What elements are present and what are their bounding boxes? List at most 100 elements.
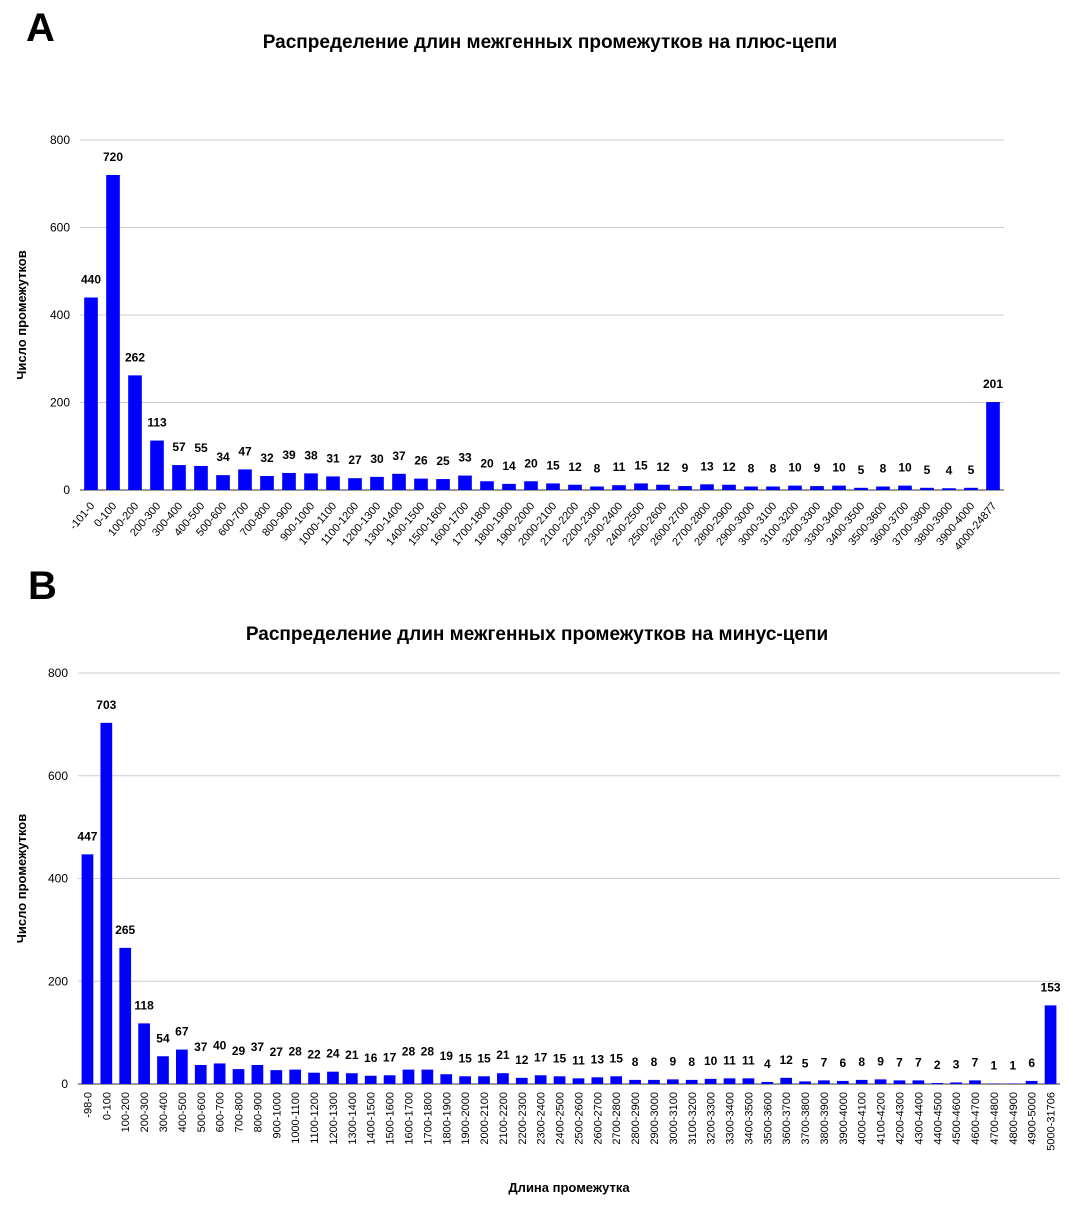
chart-1-bar-19 [502, 483, 516, 490]
chart-2-bar-45 [931, 1082, 944, 1084]
chart-1-value-label-0: 440 [81, 273, 101, 287]
chart-2-bar-31 [667, 1079, 679, 1084]
chart-2-bar-21 [478, 1076, 490, 1084]
chart-2-xtick-37: 3600-3700 [781, 1092, 793, 1145]
chart-2-value-label-36: 4 [764, 1057, 771, 1071]
chart-1-value-label-22: 12 [568, 460, 582, 474]
chart-2-bar-29 [629, 1079, 641, 1084]
chart-2-xtick-6: 500-600 [196, 1092, 208, 1132]
chart-2-bar-39 [818, 1080, 830, 1084]
chart-1-bar-38 [920, 487, 934, 490]
chart-2-xtick-11: 1000-1100 [290, 1092, 302, 1144]
chart-2-bar-18 [421, 1069, 434, 1084]
chart-2-xtick-41: 4000-4100 [857, 1092, 869, 1145]
chart-2-bar-41 [855, 1079, 868, 1084]
chart-1-bar-34 [832, 485, 846, 490]
chart-2-xtick-9: 800-900 [252, 1092, 264, 1132]
chart-2-bar-15 [364, 1075, 377, 1084]
chart-1-bar-14 [392, 473, 406, 490]
chart-1-ytick-800: 800 [50, 133, 70, 147]
chart-1-bar-13 [370, 476, 384, 490]
chart-2-value-label-9: 37 [251, 1040, 265, 1054]
chart-2-value-label-50: 6 [1028, 1056, 1035, 1070]
chart-2-xtick-21: 2000-2100 [479, 1092, 491, 1145]
chart-2-xtick-39: 3800-3900 [819, 1092, 831, 1145]
chart-1-value-label-24: 11 [613, 460, 626, 474]
chart-2-xtick-3: 200-300 [139, 1092, 151, 1132]
chart-1-ytick-600: 600 [50, 221, 70, 235]
chart-1-bar-11 [326, 476, 340, 490]
chart-1-value-label-31: 8 [770, 462, 777, 476]
chart-2-value-label-8: 29 [232, 1044, 246, 1058]
chart-1-value-label-7: 47 [238, 444, 252, 458]
chart-1-title: Распределение длин межгенных промежутков… [263, 32, 837, 53]
chart-2-bar-1 [100, 722, 113, 1084]
chart-1-bar-7 [238, 469, 252, 490]
chart-1-bar-9 [282, 472, 296, 490]
chart-2-bar-23 [515, 1077, 528, 1084]
chart-2-value-label-45: 2 [934, 1058, 941, 1072]
chart-2-xtick-25: 2400-2500 [555, 1092, 567, 1145]
chart-2-bar-0 [81, 854, 94, 1084]
chart-2-bar-19 [440, 1074, 453, 1084]
chart-2-value-label-32: 8 [688, 1055, 695, 1069]
chart-2-value-label-35: 11 [742, 1053, 755, 1067]
chart-2-value-label-29: 8 [632, 1055, 639, 1069]
chart-2-xtick-47: 4600-4700 [970, 1092, 982, 1145]
chart-1-value-label-37: 10 [898, 461, 912, 475]
chart-1-bar-25 [634, 483, 648, 490]
chart-2-bar-47 [969, 1080, 981, 1084]
chart-1-value-label-4: 57 [172, 440, 186, 454]
chart-2-value-label-2: 265 [115, 923, 135, 937]
chart-1-bar-36 [876, 486, 890, 490]
chart-2-value-label-42: 9 [877, 1054, 884, 1068]
chart-2-bar-12 [308, 1072, 320, 1084]
chart-1-bar-1 [106, 175, 120, 490]
chart-1-bar-12 [348, 478, 362, 490]
chart-2-value-label-20: 15 [458, 1051, 472, 1065]
chart-1-bar-15 [414, 478, 428, 490]
chart-2-value-label-34: 11 [723, 1053, 736, 1067]
chart-2-bar-8 [232, 1069, 245, 1084]
chart-1-value-label-23: 8 [594, 462, 601, 476]
chart-2-bar-44 [912, 1080, 925, 1084]
chart-1-value-label-18: 20 [480, 456, 494, 470]
chart-2-value-label-1: 703 [96, 698, 116, 712]
chart-2-xtick-7: 600-700 [215, 1092, 227, 1132]
chart-2-title: Распределение длин межгенных промежутков… [246, 624, 828, 645]
chart-2-value-label-10: 27 [270, 1045, 284, 1059]
chart-2-xtick-20: 1900-2000 [460, 1092, 472, 1145]
chart-1-bar-30 [744, 486, 758, 490]
chart-2-bar-11 [289, 1069, 302, 1084]
chart-2-xtick-48: 4700-4800 [989, 1092, 1001, 1145]
chart-2-xlabel: Длина промежутка [508, 1180, 630, 1195]
chart-2-bar-51 [1044, 1005, 1057, 1084]
chart-2-value-label-47: 7 [972, 1055, 979, 1069]
chart-2-bar-33 [704, 1078, 717, 1084]
chart-2-bar-2 [119, 947, 132, 1084]
chart-2-value-label-33: 10 [704, 1054, 718, 1068]
chart-1-value-label-15: 26 [414, 454, 428, 468]
chart-1-value-label-21: 15 [546, 458, 560, 472]
chart-2-xtick-42: 4100-4200 [876, 1092, 888, 1145]
chart-2-value-label-44: 7 [915, 1055, 922, 1069]
chart-2-value-label-0: 447 [77, 829, 97, 843]
chart-2-bar-50 [1025, 1080, 1038, 1084]
chart-2-bar-28 [610, 1076, 623, 1084]
chart-1-value-label-17: 33 [458, 451, 472, 465]
chart-2-xtick-43: 4200-4300 [894, 1092, 906, 1145]
chart-2-bar-24 [534, 1075, 547, 1084]
chart-2-bar-14 [345, 1073, 358, 1084]
chart-2-value-label-41: 8 [858, 1055, 865, 1069]
chart-1-ytick-400: 400 [50, 308, 70, 322]
chart-2-bar-34 [723, 1078, 736, 1084]
chart-2-value-label-14: 21 [345, 1048, 359, 1062]
chart-2-value-label-22: 21 [496, 1048, 510, 1062]
chart-1-bar-41 [986, 402, 1000, 490]
chart-2-value-label-3: 118 [134, 998, 154, 1012]
chart-2-xtick-34: 3300-3400 [725, 1092, 737, 1145]
chart-2-value-label-39: 7 [821, 1055, 828, 1069]
chart-2-xtick-49: 4800-4900 [1008, 1092, 1020, 1145]
chart-1-value-label-39: 4 [946, 463, 953, 477]
chart-1-bar-21 [546, 483, 560, 490]
